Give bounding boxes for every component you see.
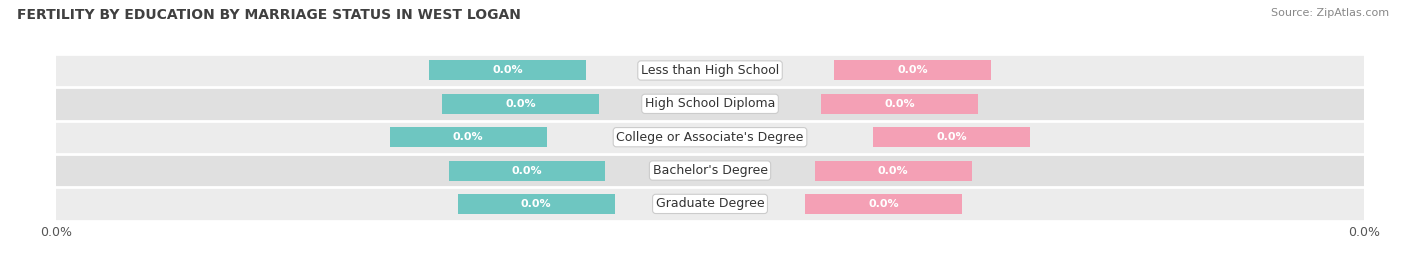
Bar [873, 127, 1031, 147]
Text: College or Associate's Degree: College or Associate's Degree [616, 131, 804, 144]
Text: 0.0%: 0.0% [884, 99, 915, 109]
Text: Bachelor's Degree: Bachelor's Degree [652, 164, 768, 177]
Bar [449, 161, 606, 180]
Text: Less than High School: Less than High School [641, 64, 779, 77]
Bar [441, 94, 599, 114]
Bar [429, 61, 586, 80]
Text: 0.0%: 0.0% [877, 165, 908, 176]
Bar [821, 94, 979, 114]
Bar [56, 154, 1364, 187]
Text: High School Diploma: High School Diploma [645, 97, 775, 110]
Bar [834, 61, 991, 80]
Text: 0.0%: 0.0% [512, 165, 543, 176]
Bar [56, 54, 1364, 87]
Bar [56, 87, 1364, 121]
Text: 0.0%: 0.0% [869, 199, 900, 209]
Text: FERTILITY BY EDUCATION BY MARRIAGE STATUS IN WEST LOGAN: FERTILITY BY EDUCATION BY MARRIAGE STATU… [17, 8, 520, 22]
Text: 0.0%: 0.0% [520, 199, 551, 209]
Bar [56, 121, 1364, 154]
Text: Source: ZipAtlas.com: Source: ZipAtlas.com [1271, 8, 1389, 18]
Text: 0.0%: 0.0% [936, 132, 967, 142]
Text: 0.0%: 0.0% [897, 65, 928, 76]
Text: 0.0%: 0.0% [505, 99, 536, 109]
Bar [814, 161, 972, 180]
Text: 0.0%: 0.0% [492, 65, 523, 76]
Text: 0.0%: 0.0% [453, 132, 484, 142]
Bar [56, 187, 1364, 221]
Bar [458, 194, 614, 214]
Text: Graduate Degree: Graduate Degree [655, 197, 765, 210]
Bar [389, 127, 547, 147]
Bar [806, 194, 962, 214]
